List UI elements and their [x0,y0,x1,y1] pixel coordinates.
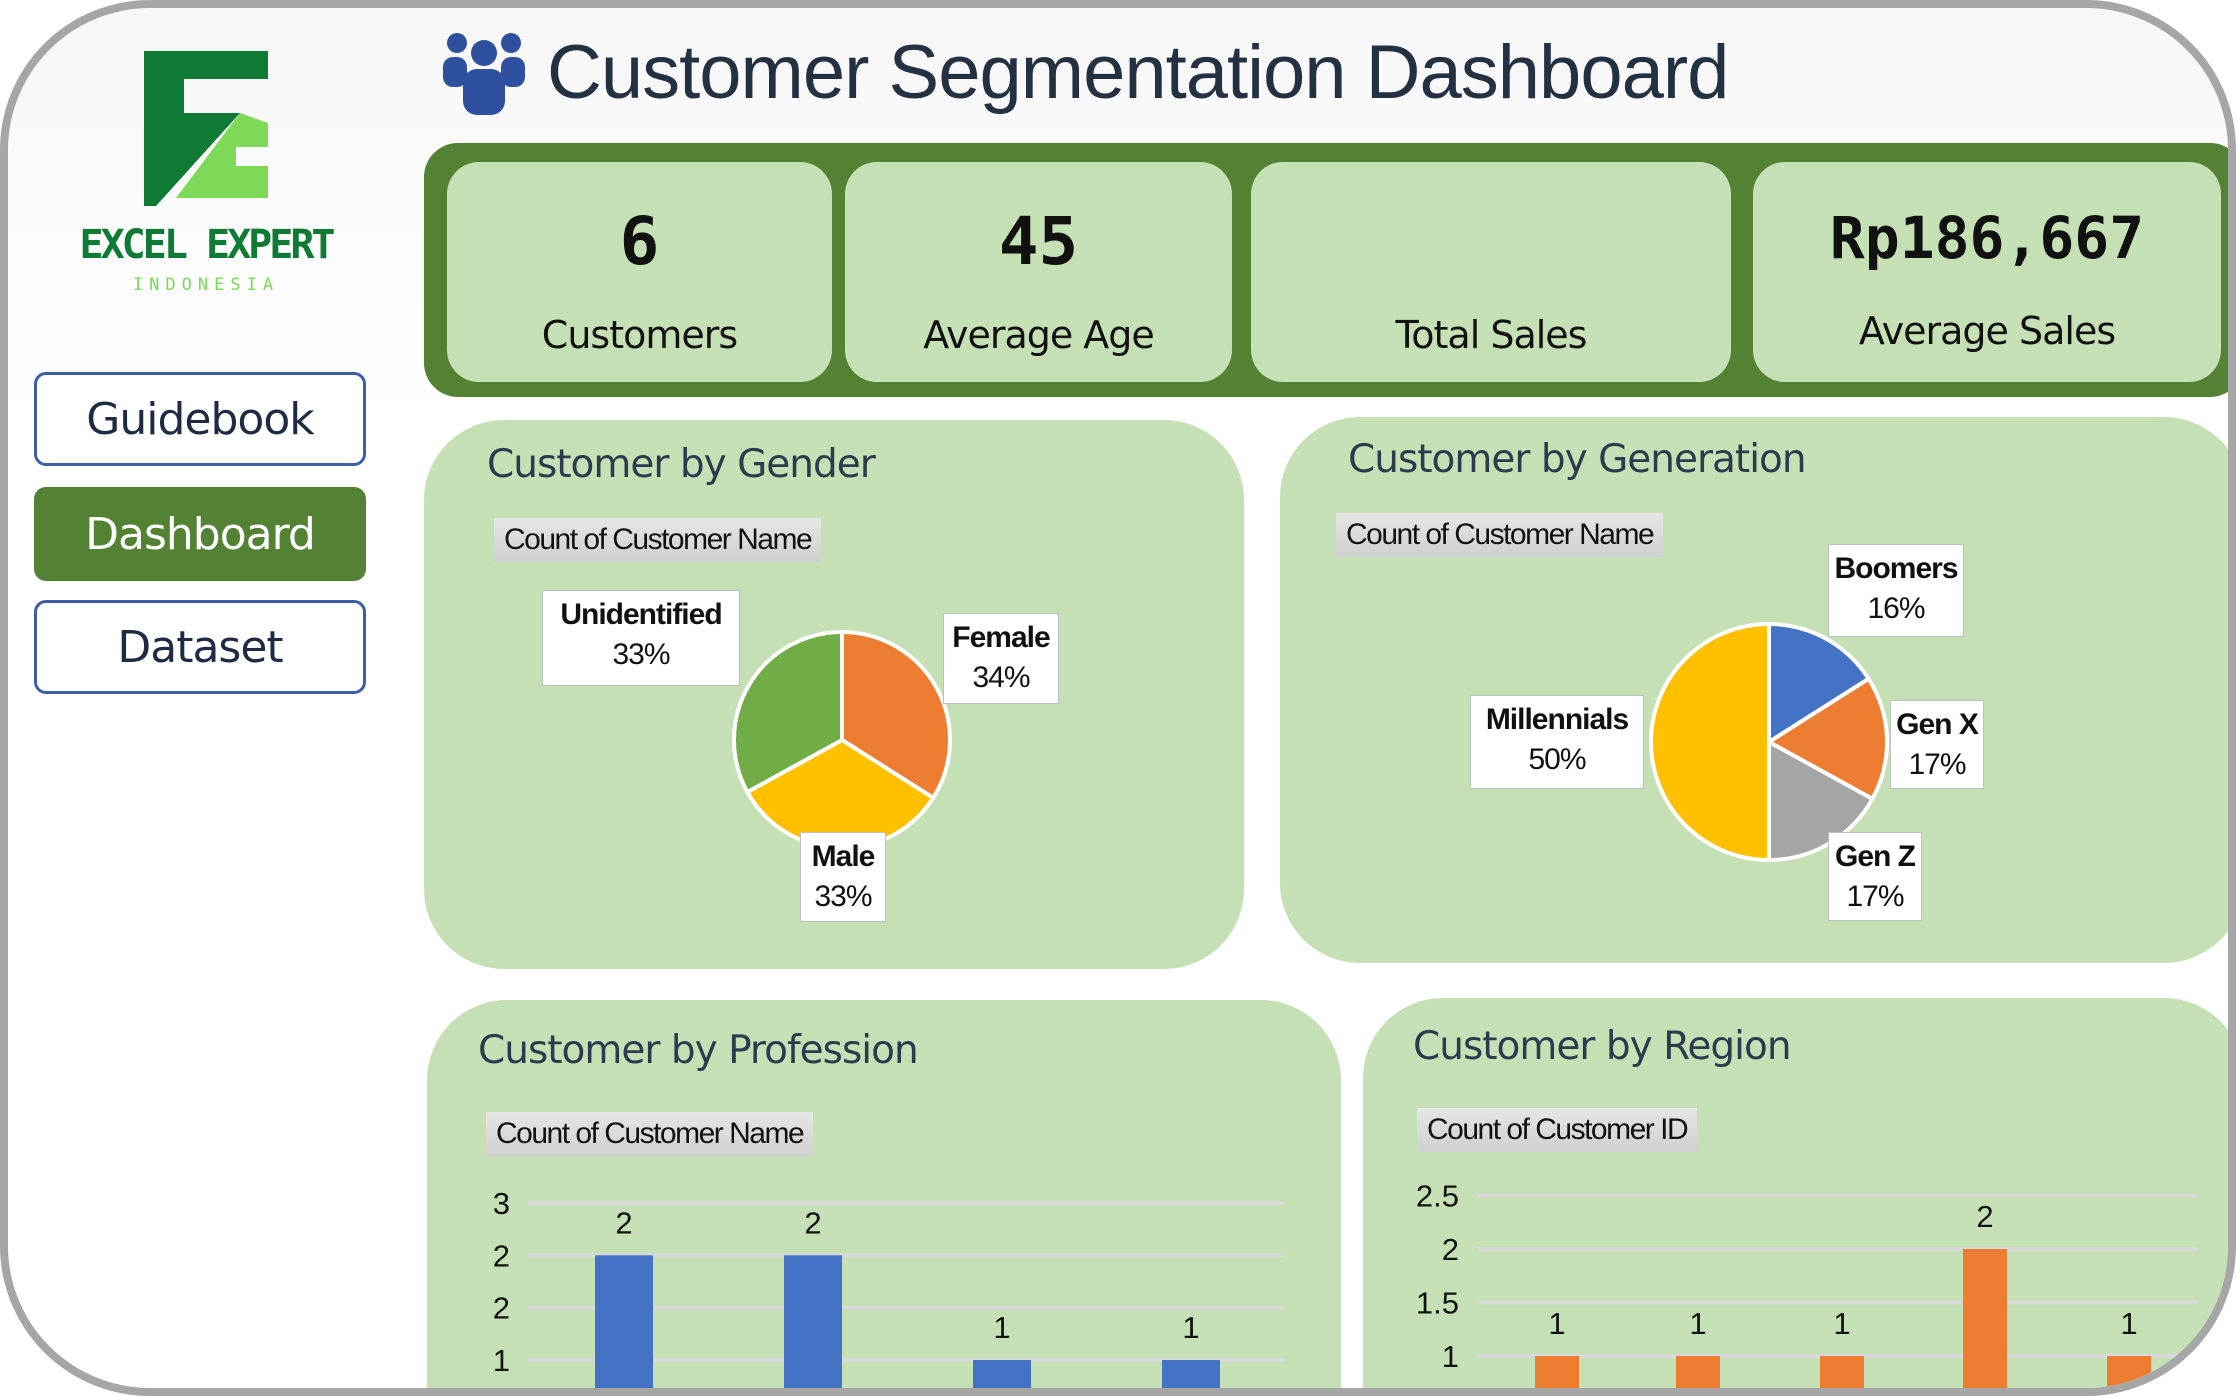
data-label: 1 [993,1310,1010,1345]
logo-subtitle: INDONESIA [132,275,280,295]
bar[interactable] [595,1255,653,1396]
y-tick-label: 1 [493,1343,510,1378]
data-label: 2 [615,1205,632,1240]
y-tick-label: 1.5 [1416,1286,1459,1321]
data-label-gen-z: Gen Z 17% [1828,832,1922,921]
nav-guidebook-button[interactable]: Guidebook [34,372,366,466]
y-tick-label: 1 [1442,1339,1459,1374]
kpi-average-age: 45 Average Age [845,162,1232,382]
pie-slice-boomers[interactable] [1767,621,1872,746]
bar[interactable] [1162,1360,1220,1396]
data-label-boomers: Boomers 16% [1828,544,1964,637]
data-label: 2 [804,1205,821,1240]
kpi-label: Average Sales [1858,309,2116,353]
y-tick-label: 2 [1442,1232,1459,1267]
gender-chart-panel: Customer by Gender Count of Customer Nam… [424,420,1244,969]
kpi-customers: 6 Customers [447,162,832,382]
data-label-unidentified: Unidentified 33% [542,590,740,686]
bar[interactable] [1535,1356,1579,1396]
data-label: 1 [2120,1306,2137,1341]
y-tick-label: 2 [493,1291,510,1326]
bar[interactable] [2107,1356,2151,1396]
data-label-millennials: Millennials 50% [1470,695,1644,789]
kpi-value: Rp186,667 [1829,204,2145,272]
field-button[interactable]: Count of Customer ID [1417,1108,1698,1152]
kpi-label: Customers [541,313,738,357]
logo-name: EXCEL EXPERT [79,222,336,268]
data-label: 2 [1976,1199,1993,1234]
nav-dashboard-button[interactable]: Dashboard [34,487,366,581]
kpi-label: Total Sales [1395,313,1588,357]
bar[interactable] [1676,1356,1720,1396]
data-label: 1 [1182,1310,1199,1345]
kpi-label: Average Age [923,313,1155,357]
pie-slice-gen-x[interactable] [1765,676,1889,802]
kpi-total-sales: Total Sales [1251,162,1731,382]
gender-pie [732,629,952,850]
bar[interactable] [1820,1356,1864,1396]
field-button[interactable]: Count of Customer Name [486,1112,814,1156]
generation-pie [1649,621,1889,863]
chart-title: Customer by Gender [487,442,876,487]
bar[interactable] [784,1255,842,1396]
chart-title: Customer by Region [1413,1024,1792,1069]
data-label-female: Female 34% [943,613,1059,704]
data-label: 1 [1548,1306,1565,1341]
y-tick-label: 2 [493,1238,510,1273]
field-button[interactable]: Count of Customer Name [494,518,822,562]
y-tick-label: 3 [493,1186,510,1221]
nav-dataset-button[interactable]: Dataset [34,600,366,694]
bar[interactable] [973,1360,1031,1396]
kpi-average-sales: Rp186,667 Average Sales [1753,162,2221,382]
profession-chart-panel: Customer by Profession Count of Customer… [427,1000,1341,1396]
page-title: Customer Segmentation Dashboard [547,30,1729,115]
profession-bar-chart: 3 2 2 1 2 2 1 1 [493,1186,1284,1396]
data-label: 1 [1689,1306,1706,1341]
region-chart-panel: Customer by Region Count of Customer ID … [1363,998,2228,1396]
kpi-value: 6 [619,203,660,280]
field-button[interactable]: Count of Customer Name [1336,513,1664,557]
chart-title: Customer by Profession [478,1028,919,1073]
data-label-gen-x: Gen X 17% [1890,700,1984,789]
pie-slice-unidentified[interactable] [732,629,844,795]
excel-expert-logo [144,51,268,206]
y-tick-label: 2.5 [1416,1179,1459,1214]
kpi-value: 45 [998,203,1079,280]
pie-slice-millennials[interactable] [1649,621,1771,863]
bar[interactable] [1963,1249,2007,1396]
generation-chart-panel: Customer by Generation Count of Customer… [1280,417,2228,963]
data-label-male: Male 33% [800,832,886,922]
chart-title: Customer by Generation [1348,437,1807,482]
users-icon [443,33,525,115]
region-bar-chart: 2.5 2 1.5 1 1 1 1 2 1 [1416,1179,2197,1396]
data-label: 1 [1833,1306,1850,1341]
